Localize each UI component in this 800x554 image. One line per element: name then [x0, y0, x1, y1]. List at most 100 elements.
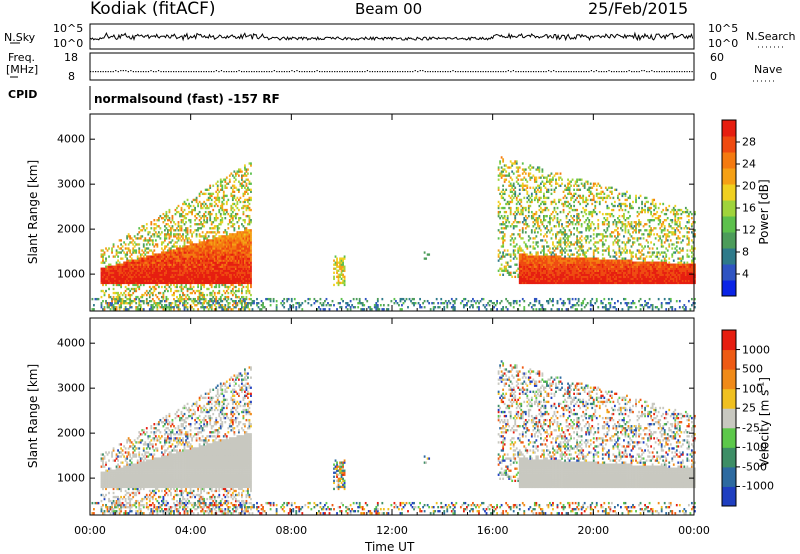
power-cell — [156, 269, 159, 272]
power-cell — [565, 249, 568, 252]
power-cell — [244, 243, 246, 246]
power-cell — [144, 249, 147, 252]
power-cell — [230, 283, 233, 287]
power-cell — [509, 304, 512, 307]
power-cell — [553, 265, 556, 268]
power-cell — [111, 269, 113, 272]
power-cell — [126, 287, 129, 291]
freq-point — [628, 70, 630, 72]
power-cell — [535, 190, 538, 194]
power-cell — [145, 239, 148, 242]
power-cell — [230, 212, 233, 216]
power-cell — [559, 267, 562, 270]
power-cell — [210, 251, 213, 254]
power-cell — [221, 204, 224, 208]
power-cell — [550, 279, 553, 283]
power-cell — [201, 265, 204, 268]
power-cell — [215, 239, 218, 242]
power-cell — [204, 202, 207, 206]
power-cell — [500, 196, 503, 200]
freq-point — [379, 71, 381, 73]
power-cell — [497, 166, 500, 169]
power-cell — [518, 271, 521, 274]
power-cell — [443, 308, 446, 311]
power-cell — [248, 291, 251, 295]
power-cell — [247, 283, 249, 287]
power-cell — [248, 180, 251, 183]
power-cell — [518, 267, 521, 270]
power-cell — [106, 267, 109, 270]
power-cell — [191, 263, 193, 266]
power-cell — [144, 253, 147, 256]
power-cell — [100, 273, 103, 276]
power-cell — [530, 176, 533, 179]
power-cell — [508, 202, 511, 206]
power-cell — [144, 229, 147, 232]
power-cell — [222, 241, 225, 244]
power-cell — [527, 235, 530, 238]
power-cell — [245, 275, 248, 279]
power-cell — [535, 279, 538, 283]
power-cell — [127, 277, 130, 281]
power-cell — [532, 269, 535, 272]
power-cell — [559, 269, 562, 272]
power-cell — [340, 257, 343, 260]
freq-point — [329, 71, 331, 73]
power-cell — [538, 281, 541, 285]
power-cell — [206, 306, 209, 309]
power-cell — [218, 198, 221, 202]
power-cell — [198, 299, 201, 303]
power-cell — [148, 255, 151, 258]
power-cell — [170, 233, 172, 236]
power-cell — [233, 259, 236, 262]
power-cell — [179, 261, 181, 264]
power-cell — [230, 289, 233, 293]
power-cell — [524, 168, 527, 171]
power-cell — [241, 239, 243, 242]
power-cell — [535, 212, 538, 216]
power-cell — [484, 306, 486, 309]
power-cell — [514, 271, 517, 274]
freq-point — [525, 71, 527, 73]
power-cell — [165, 299, 168, 303]
power-cell — [222, 308, 225, 311]
power-cell — [502, 221, 505, 224]
power-cell — [550, 255, 553, 258]
power-cell — [182, 287, 184, 291]
power-cell — [526, 196, 529, 200]
power-cell — [514, 225, 517, 228]
power-cell — [526, 265, 529, 268]
power-cell — [186, 281, 189, 285]
power-cell — [198, 271, 201, 274]
power-cell — [228, 271, 231, 274]
power-cell — [567, 235, 569, 238]
power-cell — [518, 229, 521, 232]
power-cell — [171, 275, 174, 279]
power-cell — [543, 184, 545, 187]
power-cell — [565, 196, 568, 200]
power-cell — [210, 249, 213, 252]
power-cell — [503, 164, 506, 167]
power-cell — [91, 297, 94, 301]
power-cell — [556, 275, 559, 279]
power-cell — [241, 275, 243, 279]
power-cell — [198, 265, 201, 268]
power-cell — [153, 253, 156, 256]
power-cell — [511, 190, 514, 194]
power-cell — [171, 219, 174, 222]
power-cell — [136, 283, 139, 287]
power-cell — [570, 204, 572, 208]
power-cell — [114, 255, 116, 258]
power-cell — [236, 263, 239, 266]
power-cell — [236, 289, 239, 293]
freq-point — [145, 71, 147, 73]
power-cell — [213, 227, 216, 230]
power-cell — [106, 271, 109, 274]
power-cell — [517, 182, 520, 185]
power-cell — [170, 229, 172, 232]
power-cell — [157, 225, 160, 228]
power-cell — [529, 265, 532, 268]
power-cell — [524, 267, 527, 270]
power-cell — [547, 267, 550, 270]
power-cell — [156, 265, 159, 268]
